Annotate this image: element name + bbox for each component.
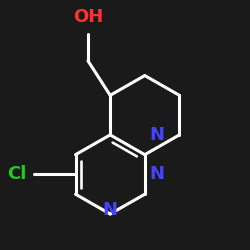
Text: Cl: Cl	[7, 166, 26, 184]
Text: N: N	[103, 201, 118, 219]
Text: N: N	[150, 166, 165, 184]
Text: OH: OH	[73, 8, 103, 26]
Text: N: N	[150, 126, 165, 144]
